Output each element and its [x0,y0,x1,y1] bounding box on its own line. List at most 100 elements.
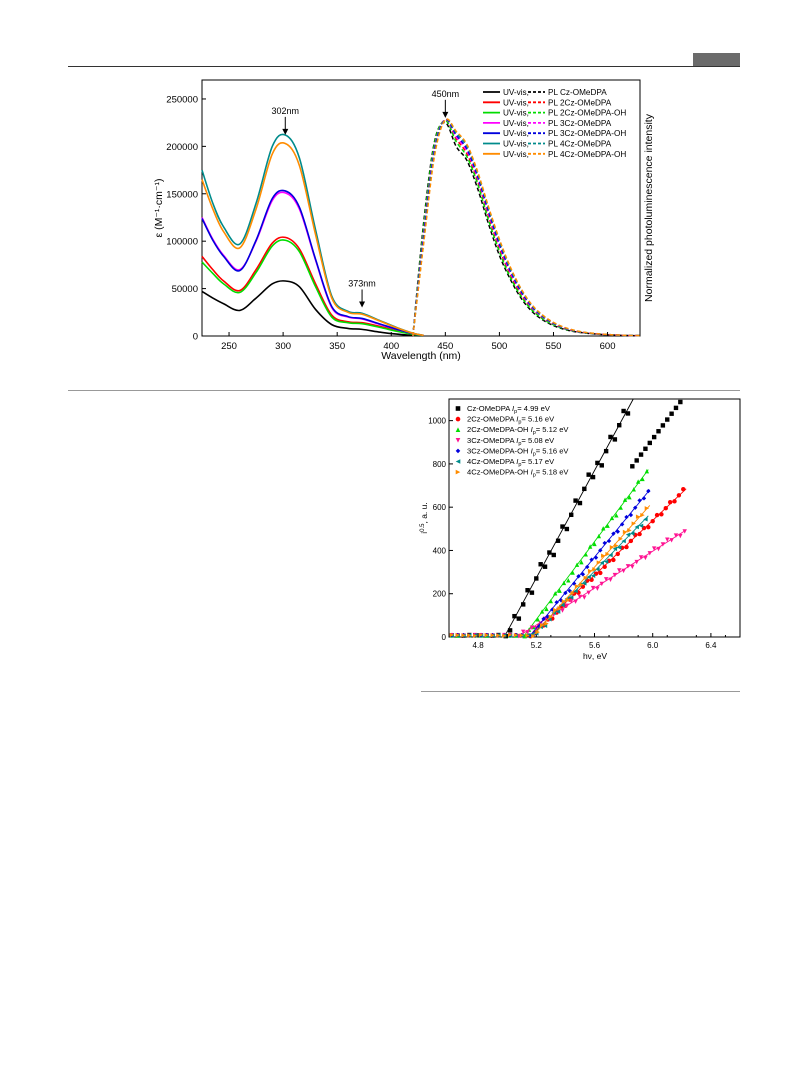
legend-marker [455,406,461,411]
legend-label-pl: PL Cz-OMeDPA [548,88,607,97]
data-point [672,499,677,504]
data-point [574,562,580,567]
data-point [637,498,642,503]
x-tick-label: 5.6 [589,641,601,650]
data-point [563,590,568,596]
data-point [502,632,507,638]
data-point [598,570,603,576]
data-point [564,526,570,532]
data-point [478,633,484,638]
data-point [455,633,460,638]
data-point [538,624,543,630]
data-point [566,578,571,583]
data-point [490,633,495,638]
data-point [516,633,522,639]
data-point [630,564,635,570]
data-point [651,434,657,440]
x-tick-label: 400 [383,341,399,352]
data-point [473,633,478,638]
data-point [496,632,501,638]
data-point [545,614,551,620]
data-point [539,623,545,628]
data-point [631,487,636,492]
y-tick-label: 100000 [166,237,198,248]
data-point [484,633,489,638]
data-point [647,551,652,556]
linear-fit-line [522,469,649,638]
legend-label: 3Cz-OMeDPA Ip= 5.08 eV [467,436,555,447]
data-point [566,597,571,603]
data-point [669,538,674,543]
data-point [535,617,540,622]
header-tab [693,53,740,66]
data-point [627,528,632,533]
data-point [551,610,556,616]
data-point [522,633,527,639]
y-tick-label: 400 [433,546,447,555]
data-point [582,486,587,492]
legend-label-uv: UV-vis, [503,119,529,128]
x-tick-label: 300 [275,341,291,352]
uv-vis-line [201,191,424,337]
data-point [601,553,606,558]
data-point [643,517,648,522]
data-point [625,564,631,569]
data-point [577,582,583,587]
data-point [627,494,632,500]
data-point [548,598,554,604]
data-point [521,602,526,607]
data-point [633,532,638,538]
data-point [551,612,556,617]
data-point [601,526,606,531]
data-point [582,581,587,586]
linear-fit-line [530,515,649,638]
legend-marker [455,469,461,475]
data-point [595,586,600,591]
legend-label-uv: UV-vis, [503,88,529,97]
data-point [547,617,552,622]
data-point [608,577,613,583]
data-point [582,595,587,600]
data-point [590,474,596,480]
data-point [644,468,650,474]
data-point [641,496,647,501]
data-point [484,633,489,638]
data-point [599,581,604,587]
legend-label-uv: UV-vis, [503,140,529,149]
legend-label: 2Cz-OMeDPA Ip= 5.16 eV [467,415,555,426]
data-point [573,599,578,604]
x-tick-label: 250 [221,341,237,352]
y-tick-label: 0 [442,633,447,642]
linear-fit-line [503,398,634,638]
data-point [455,633,460,638]
data-point [544,621,549,626]
data-point [467,632,472,638]
data-point [529,590,535,595]
data-point [461,633,466,638]
data-point [538,621,543,626]
data-point [467,633,472,638]
data-point [667,499,673,505]
data-point [571,581,577,586]
data-point [455,633,460,638]
data-point [502,633,507,638]
data-point [640,512,645,518]
data-point [589,557,594,562]
data-point [496,633,501,638]
data-point [473,633,478,638]
data-point [595,460,600,466]
data-point [669,411,674,416]
data-point [586,472,591,477]
data-point [641,525,647,531]
data-point [564,603,570,609]
data-point [529,632,535,637]
peak-annotation: 450nm [432,89,460,99]
data-point [665,417,670,422]
data-point [541,623,546,628]
legend-label-uv: UV-vis, [503,109,529,118]
data-point [507,628,513,633]
pl-line [412,121,641,337]
y-tick-label: 0 [193,332,198,343]
x-tick-label: 4.8 [473,641,485,650]
legend-marker [455,448,461,454]
